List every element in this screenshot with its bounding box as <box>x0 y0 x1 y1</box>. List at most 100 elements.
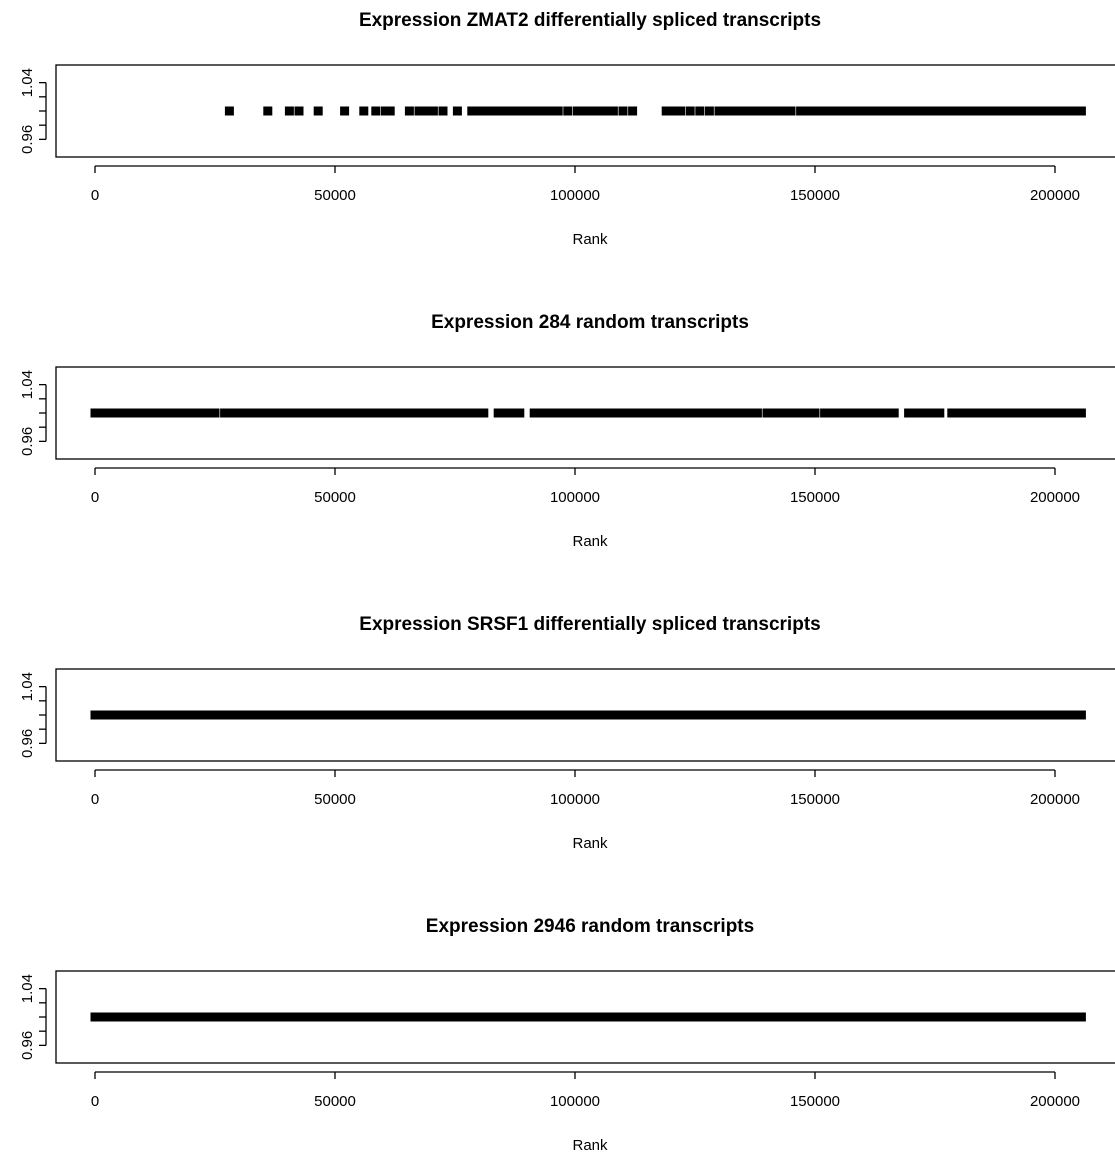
data-point <box>668 106 678 116</box>
data-point <box>954 106 964 116</box>
data-point <box>1026 106 1036 116</box>
data-point <box>313 106 323 116</box>
x-axis-title: Rank <box>572 1137 608 1154</box>
data-point <box>853 106 863 116</box>
data-point <box>846 106 856 116</box>
data-point <box>601 106 611 116</box>
data-point <box>736 106 746 116</box>
x-tick-label: 200000 <box>1030 1093 1080 1110</box>
data-point <box>284 106 294 116</box>
data-point-run <box>90 1012 1086 1022</box>
y-tick-label: 1.04 <box>19 370 36 399</box>
data-point-run <box>820 408 870 418</box>
x-tick-label: 50000 <box>314 489 356 506</box>
x-axis-title: Rank <box>572 835 608 852</box>
data-point <box>510 106 520 116</box>
data-point-run <box>733 408 762 418</box>
x-tick-label: 0 <box>91 791 99 808</box>
data-point <box>810 106 820 116</box>
data-point <box>889 106 899 116</box>
data-point <box>839 106 849 116</box>
data-point <box>860 106 870 116</box>
x-tick-label: 200000 <box>1030 791 1080 808</box>
data-point-run <box>647 408 688 418</box>
plot-frame <box>55 64 1115 158</box>
data-point <box>385 106 395 116</box>
data-point-run <box>104 710 198 720</box>
y-tick-label: 1.04 <box>19 974 36 1003</box>
data-point-run <box>191 710 1086 720</box>
data-point <box>832 106 842 116</box>
data-point <box>1033 106 1043 116</box>
data-point <box>467 106 477 116</box>
data-point <box>1012 106 1022 116</box>
x-tick-label: 150000 <box>790 791 840 808</box>
data-point <box>918 106 928 116</box>
data-point-run <box>570 408 609 418</box>
chart-title: Expression ZMAT2 differentially spliced … <box>359 10 821 31</box>
x-tick-label: 50000 <box>314 187 356 204</box>
data-point <box>618 106 628 116</box>
y-tick-label: 1.04 <box>19 672 36 701</box>
data-point <box>474 106 484 116</box>
data-point <box>997 106 1007 116</box>
data-point <box>1048 106 1058 116</box>
data-point <box>796 106 806 116</box>
data-point <box>911 106 921 116</box>
data-point <box>421 106 431 116</box>
data-point <box>803 106 813 116</box>
data-point <box>786 106 796 116</box>
x-tick-label: 150000 <box>790 489 840 506</box>
data-point <box>824 106 834 116</box>
data-point <box>704 106 714 116</box>
data-point-run <box>349 408 395 418</box>
data-point <box>1040 106 1050 116</box>
data-point <box>414 106 424 116</box>
data-point <box>517 106 527 116</box>
x-tick-label: 100000 <box>550 791 600 808</box>
data-point-run <box>947 408 1086 418</box>
data-point <box>546 106 556 116</box>
data-point <box>580 106 590 116</box>
data-point <box>587 106 597 116</box>
data-point <box>743 106 753 116</box>
data-point <box>779 106 789 116</box>
y-tick-label: 0.96 <box>19 125 36 154</box>
data-point-run <box>865 408 899 418</box>
data-point-run <box>390 408 434 418</box>
data-point-run <box>260 408 352 418</box>
x-tick-label: 50000 <box>314 1093 356 1110</box>
x-tick-label: 100000 <box>550 187 600 204</box>
data-point-run <box>529 408 575 418</box>
x-tick-label: 0 <box>91 489 99 506</box>
data-point <box>481 106 491 116</box>
chart-title: Expression SRSF1 differentially spliced … <box>359 614 820 635</box>
data-point-run <box>464 408 489 418</box>
chart-panel-4: Expression 2946 random transcripts 0 50000… <box>19 916 1115 1154</box>
x-tick-label: 200000 <box>1030 489 1080 506</box>
data-point-run <box>220 408 266 418</box>
data-point <box>882 106 892 116</box>
data-point-run <box>452 408 470 418</box>
chart-panel-2: Expression 284 random transcripts 0 50000 1… <box>19 312 1115 550</box>
data-point-run <box>762 408 794 418</box>
data-point <box>438 106 448 116</box>
x-tick-label: 0 <box>91 1093 99 1110</box>
data-point <box>428 106 438 116</box>
data-point <box>896 106 906 116</box>
data-point <box>371 106 381 116</box>
data-point <box>1019 106 1029 116</box>
x-tick-label: 100000 <box>550 1093 600 1110</box>
data-point <box>359 106 369 116</box>
chart-title: Expression 2946 random transcripts <box>426 916 754 937</box>
data-point <box>628 106 638 116</box>
x-tick-label: 150000 <box>790 1093 840 1110</box>
data-point <box>968 106 978 116</box>
y-tick-label: 0.96 <box>19 427 36 456</box>
y-tick-label: 0.96 <box>19 1031 36 1060</box>
data-point <box>452 106 462 116</box>
data-point <box>661 106 671 116</box>
data-point <box>563 106 573 116</box>
plot-frame <box>55 366 1115 460</box>
data-point-run <box>193 408 220 418</box>
